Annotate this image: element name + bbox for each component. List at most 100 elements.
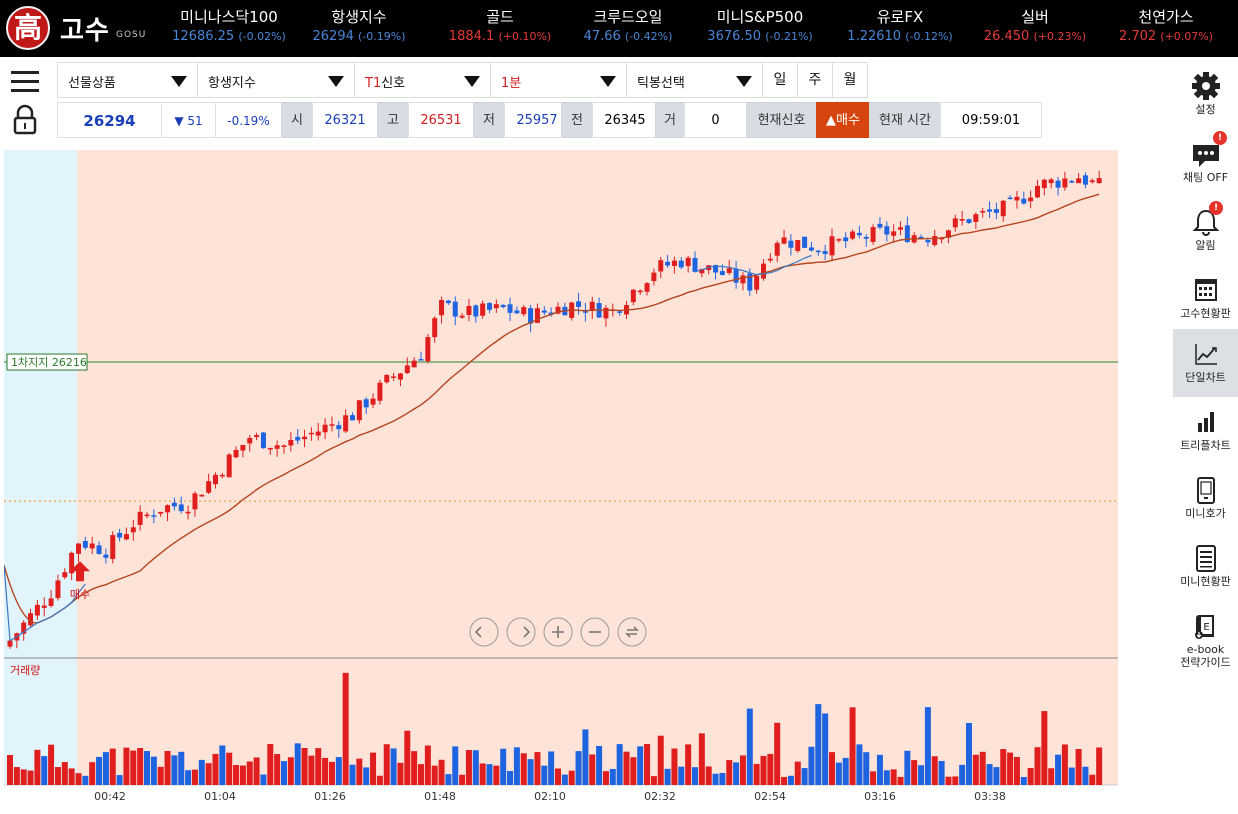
- volume-bar: [281, 761, 287, 785]
- ticker-0[interactable]: 미니나스닥100 12686.25 (-0.02%): [159, 6, 299, 50]
- index-dropdown[interactable]: 항생지수: [197, 62, 355, 98]
- candle-body: [603, 307, 609, 319]
- candle-body: [384, 374, 390, 383]
- alert-button[interactable]: ! 알림: [1173, 197, 1238, 265]
- candle-body: [795, 240, 801, 252]
- ticker-change: (-0.19%): [358, 30, 406, 43]
- period-week-button[interactable]: 주: [797, 62, 833, 98]
- volume-bar: [431, 765, 438, 785]
- ticker-2[interactable]: 골드 1884.1 (+0.10%): [430, 6, 570, 50]
- mini-board-button[interactable]: 미니현황판: [1173, 533, 1238, 601]
- volume-bar: [911, 760, 918, 785]
- volume-bar: [685, 744, 692, 785]
- candle-body: [144, 514, 150, 517]
- lock-icon[interactable]: [0, 102, 50, 138]
- candle-body: [1007, 197, 1013, 200]
- tick-dropdown[interactable]: 틱봉선택: [626, 62, 763, 98]
- candle-body: [1055, 180, 1061, 188]
- volume-bar: [20, 769, 27, 785]
- period-day-button[interactable]: 일: [762, 62, 798, 98]
- chat-label: 채팅 OFF: [1182, 171, 1229, 184]
- chat-toggle-button[interactable]: ! 채팅 OFF: [1173, 129, 1238, 197]
- volume-bar: [335, 757, 342, 785]
- volume-bar: [1041, 711, 1048, 785]
- time-axis-bg: [4, 785, 1122, 805]
- ticker-value: 26294 (-0.19%): [289, 28, 429, 46]
- interval-dropdown[interactable]: 1분: [490, 62, 627, 98]
- mini-quote-button[interactable]: 미니호가: [1173, 465, 1238, 533]
- candle-body: [781, 237, 787, 244]
- chevron-down-icon: [328, 76, 344, 87]
- ticker-value: 2.702 (+0.07%): [1096, 28, 1236, 46]
- current-time-label: 현재 시간: [869, 102, 941, 138]
- gosu-board-button[interactable]: 고수현황판: [1173, 265, 1238, 333]
- gosu-logo[interactable]: 高 고수 GOSU: [4, 4, 154, 54]
- candle-body: [507, 304, 513, 313]
- product-dropdown[interactable]: 선물상품: [57, 62, 198, 98]
- period-month-button[interactable]: 월: [832, 62, 868, 98]
- signal-dropdown[interactable]: T1신호: [354, 62, 491, 98]
- candle-body: [96, 545, 102, 554]
- volume-bar: [719, 772, 726, 785]
- candle-body: [925, 240, 931, 243]
- single-chart-button[interactable]: 단일차트: [1173, 329, 1238, 397]
- volume-bar: [191, 769, 198, 785]
- volume-bar: [555, 768, 561, 785]
- settings-button[interactable]: 설정: [1173, 61, 1238, 129]
- volume-bar: [438, 759, 445, 785]
- volume-bar: [226, 752, 233, 785]
- ticker-4[interactable]: 미니S&P500 3676.50 (-0.21%): [690, 6, 830, 50]
- chevron-right-icon-button[interactable]: [506, 617, 536, 647]
- candle-body: [397, 373, 403, 380]
- volume-bar: [787, 775, 794, 785]
- volume-bar: [89, 762, 96, 785]
- refresh-icon-button[interactable]: [617, 617, 647, 647]
- candle-body: [726, 268, 732, 273]
- volume-bar: [863, 752, 870, 785]
- volume-bar: [452, 746, 459, 785]
- volume-bar: [637, 746, 644, 785]
- triple-chart-button[interactable]: 트리플차트: [1173, 397, 1238, 465]
- candle-body: [473, 305, 479, 317]
- ticker-price: 1884.1: [448, 29, 495, 44]
- chevron-down-icon: [464, 76, 480, 87]
- candle-body: [123, 534, 129, 540]
- ticker-name: 실버: [1021, 8, 1049, 26]
- candle-body: [904, 225, 910, 243]
- volume-bar: [459, 774, 466, 785]
- logo-emblem: 高: [6, 6, 50, 50]
- price-chart[interactable]: 당일시가 263211분봉 T11차지지 2621626298262692624…: [3, 118, 1168, 805]
- signal-suffix: 신호: [381, 76, 406, 91]
- candle-body: [171, 502, 177, 507]
- session-bg: [4, 150, 1118, 785]
- candle-body: [82, 541, 88, 548]
- volume-bar: [68, 768, 75, 785]
- zoom-in-icon-button[interactable]: [543, 617, 573, 647]
- volume-bar: [233, 765, 240, 785]
- buy-marker-label: 매수: [70, 588, 90, 601]
- volume-bar: [411, 751, 418, 785]
- volume-bar: [623, 751, 630, 785]
- ticker-7[interactable]: 천연가스 2.702 (+0.07%): [1096, 6, 1236, 50]
- signal-label: T1신호: [365, 72, 405, 91]
- volume-bar: [465, 750, 472, 785]
- ticker-3[interactable]: 크루드오일 47.66 (-0.42%): [558, 6, 698, 50]
- chevron-left-icon-button[interactable]: [469, 617, 499, 647]
- ticker-price: 12686.25: [172, 29, 235, 44]
- candle-body: [761, 263, 766, 279]
- hamburger-menu-icon[interactable]: [0, 62, 50, 100]
- ticker-6[interactable]: 실버 26.450 (+0.23%): [965, 6, 1105, 50]
- candle-body: [377, 382, 383, 401]
- candle-body: [808, 247, 814, 251]
- current-price: 26294: [57, 102, 162, 138]
- ticker-5[interactable]: 유로FX 1.22610 (-0.12%): [830, 6, 970, 50]
- top-ticker-bar: 高 고수 GOSU 미니나스닥100 12686.25 (-0.02%) 항생지수 2…: [0, 0, 1238, 57]
- nav-button-circle: [506, 617, 536, 647]
- ebook-guide-button[interactable]: E e-book 전략가이드: [1173, 601, 1238, 681]
- volume-bar: [596, 745, 603, 785]
- gosu-board-label: 고수현황판: [1180, 307, 1231, 320]
- candle-body: [987, 209, 993, 212]
- ticker-1[interactable]: 항생지수 26294 (-0.19%): [289, 6, 429, 50]
- zoom-out-icon-button[interactable]: [580, 617, 610, 647]
- chart-canvas[interactable]: 당일시가 263211분봉 T11차지지 2621626298262692624…: [3, 118, 1168, 805]
